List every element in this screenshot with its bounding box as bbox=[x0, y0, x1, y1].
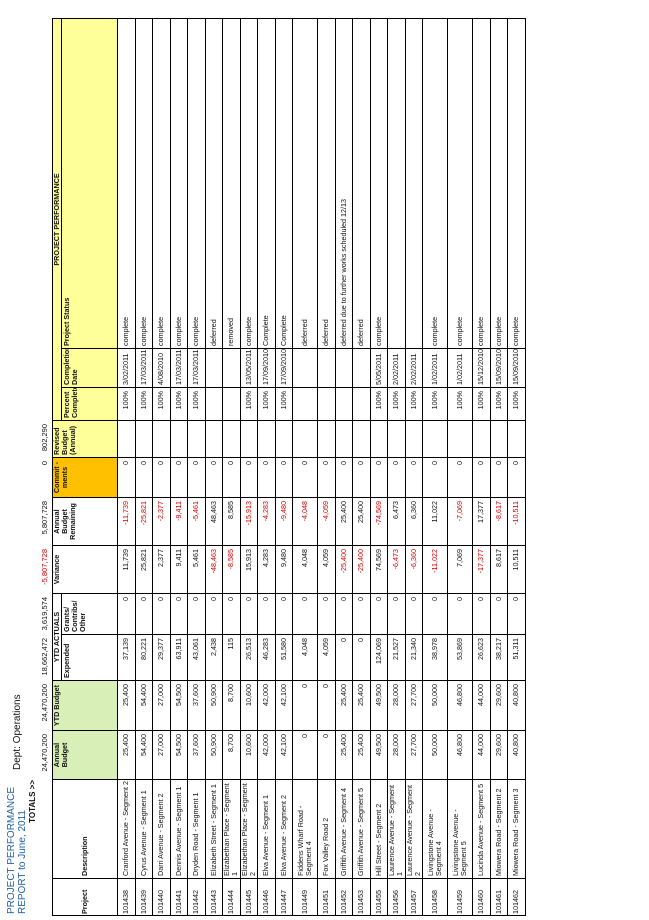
total-ytd-budget: 24,470,200 bbox=[40, 684, 49, 722]
total-expended: 18,662,472 bbox=[40, 638, 49, 676]
totals-label: TOTALS >> bbox=[28, 780, 37, 823]
department-label: Dept: Operations bbox=[12, 694, 23, 770]
total-annual-budget: 24,470,200 bbox=[40, 734, 49, 772]
report-title-line2: REPORT to June, 2011 bbox=[17, 810, 28, 914]
total-remaining: 5,807,728 bbox=[40, 501, 49, 535]
total-commitments: 0 bbox=[40, 461, 49, 466]
report-title: PROJECT PERFORMANCE REPORT to June, 2011 bbox=[6, 774, 28, 914]
report-title-line1: PROJECT PERFORMANCE bbox=[6, 786, 17, 914]
total-grants: 3,619,574 bbox=[40, 597, 49, 631]
total-variance: -5,807,728 bbox=[40, 549, 49, 585]
total-revised-budget: 802,290 bbox=[40, 424, 49, 452]
table-border bbox=[52, 18, 526, 916]
